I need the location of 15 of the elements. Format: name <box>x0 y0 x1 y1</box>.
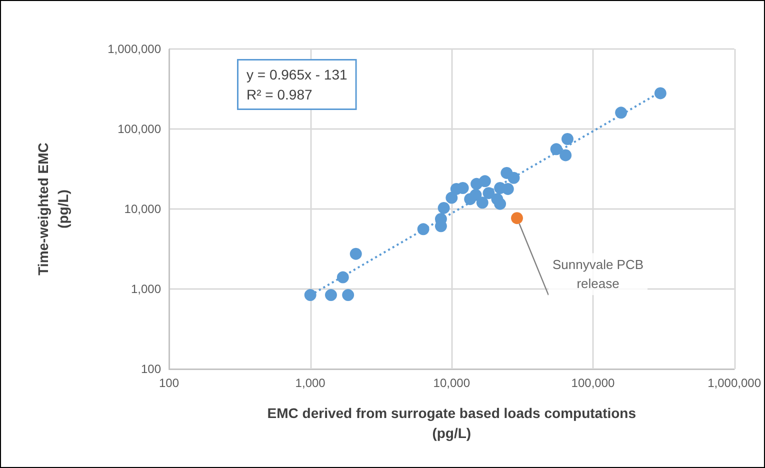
y-tick-label: 100 <box>140 362 162 376</box>
y-tick-label: 1,000,000 <box>108 42 162 56</box>
x-tick-label: 100,000 <box>571 376 615 390</box>
x-axis-title: EMC derived from surrogate based loads computations (pg/L) <box>267 405 636 441</box>
annotation: Sunnyvale PCB release <box>552 257 644 292</box>
annotation: R² = 0.987 <box>246 86 312 102</box>
x-tick-label: 10,000 <box>433 376 470 390</box>
y-tick-label: 100,000 <box>118 122 162 136</box>
y-tick-label: 10,000 <box>124 202 162 216</box>
y-axis-title: Time-weighted EMC (pg/L) <box>35 142 71 276</box>
y-tick-label: 1,000 <box>130 282 162 296</box>
annotation: y = 0.965x - 131 <box>246 66 348 82</box>
x-tick-label: 1,000,000 <box>708 376 762 390</box>
x-tick-label: 100 <box>158 376 180 390</box>
x-tick-label: 1,000 <box>295 376 326 390</box>
